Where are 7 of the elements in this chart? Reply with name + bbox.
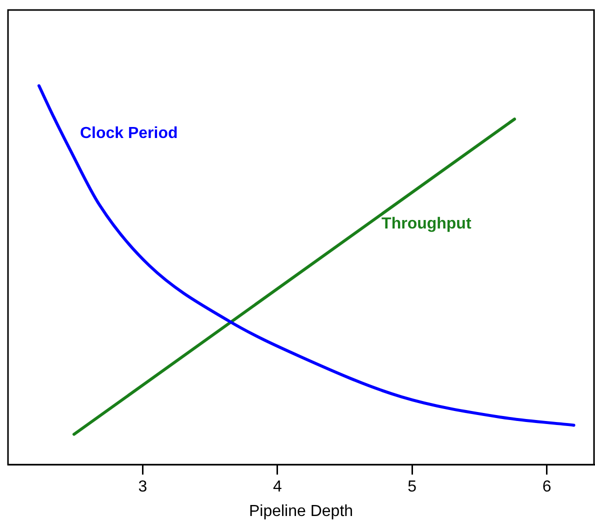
series-label: Clock Period [80, 124, 178, 142]
series-label: Throughput [382, 216, 472, 233]
x-tick-label: 4 [272, 478, 282, 496]
x-axis-title: Pipeline Depth [248, 502, 354, 520]
x-tick-label: 3 [138, 478, 148, 496]
x-tick-label: 6 [542, 478, 552, 496]
x-tick-label: 5 [408, 478, 417, 496]
